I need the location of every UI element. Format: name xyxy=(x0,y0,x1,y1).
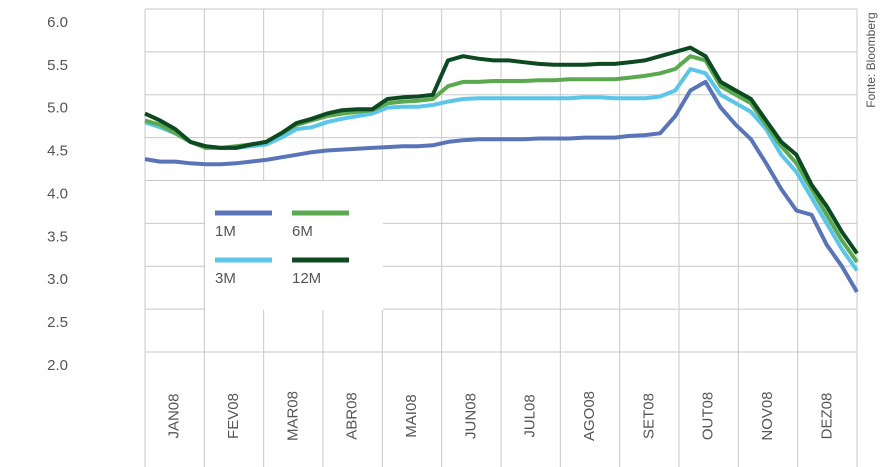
source-note: Fonte: Bloomberg xyxy=(864,12,878,107)
x-tick-label: ABR08 xyxy=(344,392,361,440)
x-tick-label: OUT08 xyxy=(700,392,717,440)
y-tick-label: 2.5 xyxy=(47,314,68,331)
x-tick-label: SET08 xyxy=(640,393,657,439)
legend-label: 12M xyxy=(292,270,321,287)
legend xyxy=(205,181,383,310)
x-tick-label: JAN08 xyxy=(166,393,183,438)
y-tick-label: 4.5 xyxy=(47,143,68,160)
x-tick-label: JUN08 xyxy=(462,393,479,439)
legend-label: 6M xyxy=(292,223,313,240)
x-tick-label: MAR08 xyxy=(284,391,301,441)
series-line xyxy=(144,67,859,272)
x-tick-label: AGO08 xyxy=(581,391,598,441)
x-tick-label: FEV08 xyxy=(225,393,242,439)
series-line xyxy=(144,79,859,294)
y-tick-label: 4.0 xyxy=(47,185,68,202)
y-tick-label: 5.5 xyxy=(47,57,68,74)
x-tick-label: MAI08 xyxy=(403,394,420,437)
y-tick-label: 5.0 xyxy=(47,100,68,117)
y-tick-label: 3.0 xyxy=(47,271,68,288)
x-tick-label: JUL08 xyxy=(522,394,539,437)
y-tick-label: 6.0 xyxy=(47,14,68,31)
x-tick-label: NOV08 xyxy=(759,391,776,440)
y-tick-label: 2.0 xyxy=(47,357,68,374)
series-line xyxy=(144,45,859,255)
legend-label: 3M xyxy=(215,270,236,287)
x-tick-label: DEZ08 xyxy=(818,393,835,440)
legend-label: 1M xyxy=(215,223,236,240)
y-tick-label: 3.5 xyxy=(47,228,68,245)
